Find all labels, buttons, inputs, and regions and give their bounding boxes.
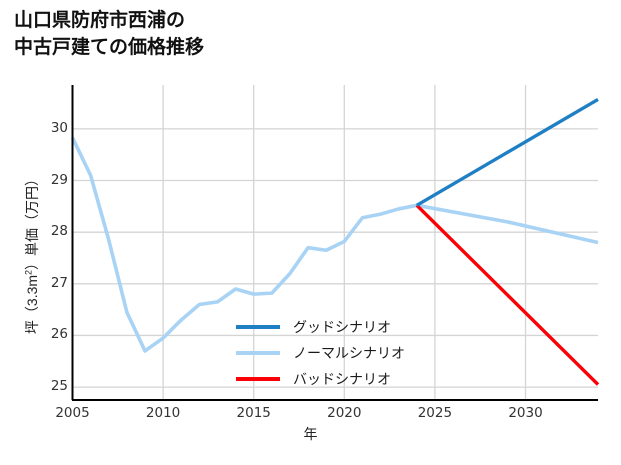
- x-tick-label: 2015: [236, 405, 271, 421]
- y-axis-title-superscript: 2: [23, 269, 34, 275]
- series-lines: [70, 97, 600, 386]
- legend-item[interactable]: ノーマルシナリオ: [236, 340, 446, 366]
- y-tick-label: 28: [50, 223, 68, 240]
- series-line: [415, 204, 600, 386]
- chart-title: 山口県防府市西浦の 中古戸建ての価格推移: [14, 10, 205, 58]
- y-tick-label: 29: [50, 171, 68, 188]
- chart-legend: グッドシナリオ ノーマルシナリオ バッドシナリオ: [236, 314, 446, 392]
- legend-item-label: バッドシナリオ: [293, 371, 391, 387]
- y-tick-label: 30: [50, 119, 68, 136]
- x-axis-title: 年: [303, 426, 318, 442]
- legend-item-label: グッドシナリオ: [293, 319, 391, 335]
- y-axis-title-suffix: ）単価（万円）: [24, 171, 40, 270]
- axis-spines: [71, 85, 598, 401]
- y-axis-title-prefix: 坪（3.3m: [24, 274, 40, 335]
- series-line: [415, 97, 599, 207]
- y-axis-title: 坪（3.3m2）単価（万円）: [22, 103, 42, 403]
- legend-color-swatch: [236, 325, 280, 329]
- x-tick-label: 2020: [327, 405, 362, 421]
- x-tick-label: 2025: [417, 405, 453, 421]
- series-line: [70, 136, 599, 353]
- legend-color-swatch: [236, 377, 280, 381]
- y-tick-label: 25: [50, 378, 68, 395]
- x-tick-label: 2030: [508, 405, 543, 421]
- legend-item[interactable]: バッドシナリオ: [236, 366, 446, 392]
- x-tick-label: 2005: [55, 405, 90, 421]
- y-tick-label: 26: [50, 326, 68, 343]
- y-axis-ticks: 25 26 27 28 29 30: [34, 0, 68, 465]
- y-tick-label: 27: [50, 274, 68, 291]
- x-tick-label: 2010: [145, 405, 181, 421]
- legend-item[interactable]: グッドシナリオ: [236, 314, 446, 340]
- legend-item-label: ノーマルシナリオ: [293, 345, 405, 361]
- legend-color-swatch: [236, 351, 280, 355]
